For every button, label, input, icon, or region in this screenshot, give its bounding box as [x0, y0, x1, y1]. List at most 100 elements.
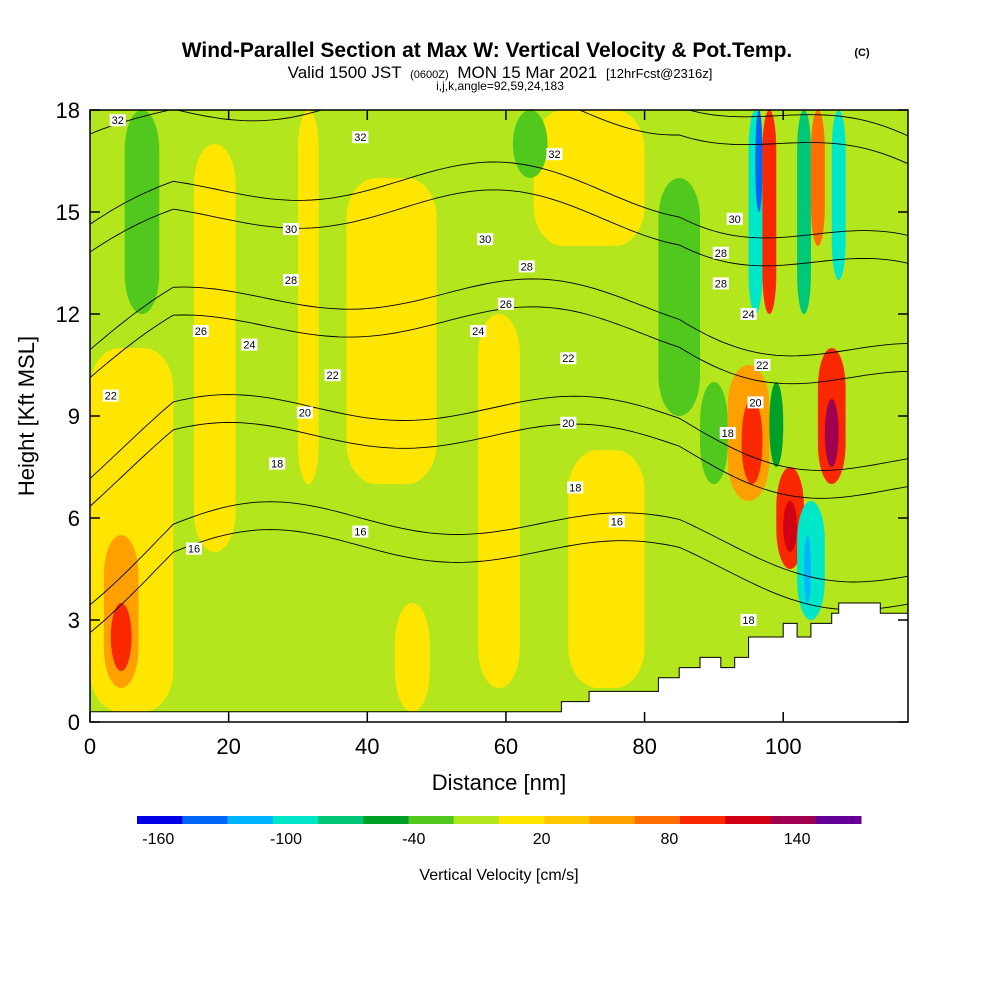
contour-label: 18: [742, 615, 754, 627]
velocity-region: [797, 501, 825, 620]
velocity-region: [124, 110, 160, 314]
x-tick-label: 40: [355, 734, 379, 759]
valid-utc: (0600Z): [410, 69, 449, 81]
velocity-region: [762, 110, 777, 314]
colorbar-swatch: [227, 816, 274, 824]
colorbar-swatch: [680, 816, 726, 824]
contour-label: 16: [354, 527, 366, 539]
y-tick-label: 6: [68, 506, 80, 531]
colorbar-tick-label: -100: [270, 831, 302, 848]
velocity-region: [395, 603, 430, 712]
colorbar-swatch: [499, 816, 545, 824]
contour-label-bg: [241, 338, 258, 351]
colorbar-swatch: [634, 816, 681, 824]
contour-label-bg: [567, 481, 584, 494]
contour-label: 22: [105, 391, 117, 403]
contour-label: 22: [756, 360, 768, 372]
axes: 0 20 40 60 80 100 0 3 6 9 12 15 18: [56, 98, 908, 759]
contour-label-bg: [560, 416, 577, 429]
contour-label: 28: [521, 261, 533, 273]
velocity-region: [193, 144, 236, 552]
colorbar-swatch: [544, 816, 590, 824]
theta-contour: [90, 110, 908, 165]
plot-area: [90, 110, 908, 722]
velocity-region: [755, 110, 763, 212]
contour-label: 24: [472, 326, 484, 338]
velocity-region: [512, 110, 548, 178]
contour-label-bg: [477, 233, 494, 246]
colorbar-tick-label: 80: [660, 831, 678, 848]
theta-contour: [90, 394, 908, 479]
x-tick-label: 80: [632, 734, 656, 759]
y-tick-label: 9: [68, 404, 80, 429]
y-axis-label: Height [Kft MSL]: [14, 336, 39, 496]
contour-label-bg: [740, 308, 757, 320]
velocity-region: [741, 399, 763, 484]
theta-contour: [90, 529, 908, 634]
velocity-region: [831, 110, 846, 280]
x-tick-label: 100: [765, 734, 802, 759]
contour-label: 24: [742, 309, 754, 321]
velocity-region: [110, 603, 132, 671]
contour-label: 26: [195, 326, 207, 338]
velocity-region: [297, 110, 319, 484]
contour-label-bg: [283, 274, 300, 286]
colorbar-swatch: [137, 816, 183, 824]
contour-label-bg: [192, 325, 209, 337]
colorbar-swatch: [770, 816, 817, 824]
contour-label-bg: [352, 525, 369, 538]
colorbar-swatch: [182, 816, 228, 824]
theta-contour: [90, 161, 908, 239]
velocity-region: [810, 110, 825, 246]
theta-contour: [90, 0, 908, 43]
contour-label: 28: [715, 278, 727, 290]
contour-label: 22: [327, 370, 339, 382]
velocity-region: [478, 314, 520, 688]
colorbar-label: Vertical Velocity [cm/s]: [419, 867, 578, 884]
contour-label: 26: [500, 299, 512, 311]
valid-date: MON 15 Mar 2021: [457, 63, 597, 82]
contour-label: 32: [354, 132, 366, 144]
copyright-mark: (C): [854, 47, 870, 59]
contour-label: 16: [611, 516, 623, 528]
contour-label-bg: [102, 389, 119, 402]
colorbar-tick-label: -160: [142, 831, 174, 848]
theta-contour: [687, 110, 908, 137]
colorbar-swatch: [453, 816, 500, 824]
y-tick-label: 18: [56, 98, 80, 123]
y-tick-label: 3: [68, 608, 80, 633]
contour-label-bg: [747, 396, 764, 409]
theta-contour: [90, 278, 908, 357]
colorbar-swatch: [272, 816, 319, 824]
contour-label: 18: [722, 428, 734, 440]
colorbar-swatch: [815, 816, 862, 824]
terrain-mask: [90, 602, 908, 722]
velocity-region: [658, 178, 701, 416]
colorbar-swatch: [318, 816, 364, 824]
contour-label-bg: [352, 131, 369, 144]
contour-label-bg: [185, 542, 202, 555]
indices-label: i,j,k,angle=92,59,24,183: [436, 79, 564, 93]
y-tick-label: 12: [56, 302, 80, 327]
x-tick-label: 60: [494, 734, 518, 759]
contour-label-bg: [754, 359, 771, 371]
velocity-region: [797, 110, 811, 314]
contour-label-bg: [497, 297, 514, 310]
colorbar-tick-label: -40: [402, 831, 425, 848]
theta-contour: [90, 422, 908, 507]
contour-label: 20: [299, 408, 311, 420]
contour-label-bg: [269, 457, 286, 470]
contour-label-bg: [470, 325, 487, 337]
contour-label: 20: [562, 418, 574, 430]
velocity-region: [769, 382, 784, 467]
forecast-info: [12hrFcst@2316z]: [606, 66, 712, 81]
contour-label-bg: [324, 369, 341, 382]
contour-label: 30: [285, 224, 297, 236]
colorbar-swatch: [725, 816, 771, 824]
valid-prefix: Valid 1500 JST: [288, 63, 402, 82]
x-tick-label: 20: [216, 734, 240, 759]
y-tick-label: 15: [56, 200, 80, 225]
terrain: [90, 602, 908, 722]
colorbar-swatch: [589, 816, 636, 824]
velocity-region: [533, 110, 645, 246]
